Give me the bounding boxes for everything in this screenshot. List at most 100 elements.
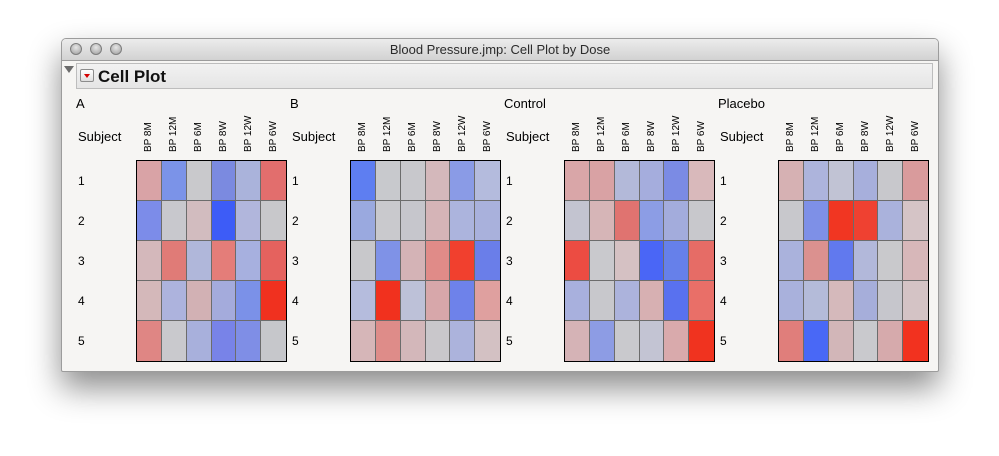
heat-cell[interactable] [565,201,590,241]
heat-cell[interactable] [236,281,262,321]
cell-grid[interactable] [564,160,715,362]
heat-cell[interactable] [689,241,714,281]
zoom-button[interactable] [110,43,122,55]
cell-grid[interactable] [136,160,287,362]
heat-cell[interactable] [236,241,262,281]
heat-cell[interactable] [186,201,212,241]
heat-cell[interactable] [853,241,879,281]
heat-cell[interactable] [689,321,714,361]
heat-cell[interactable] [639,241,665,281]
heat-cell[interactable] [689,201,714,241]
heat-cell[interactable] [475,321,500,361]
heat-cell[interactable] [400,281,426,321]
heat-cell[interactable] [351,201,376,241]
heat-cell[interactable] [186,281,212,321]
heat-cell[interactable] [779,201,804,241]
heat-cell[interactable] [779,321,804,361]
heat-cell[interactable] [425,201,451,241]
heat-cell[interactable] [375,241,401,281]
heat-cell[interactable] [450,321,476,361]
heat-cell[interactable] [589,161,615,201]
disclosure-triangle-icon[interactable] [64,66,74,73]
title-bar[interactable]: Blood Pressure.jmp: Cell Plot by Dose [62,39,938,61]
heat-cell[interactable] [565,241,590,281]
close-button[interactable] [70,43,82,55]
heat-cell[interactable] [161,241,187,281]
heat-cell[interactable] [903,281,928,321]
heat-cell[interactable] [639,161,665,201]
heat-cell[interactable] [211,201,237,241]
heat-cell[interactable] [878,241,904,281]
heat-cell[interactable] [565,161,590,201]
red-triangle-menu-icon[interactable] [80,69,94,82]
heat-cell[interactable] [828,241,854,281]
heat-cell[interactable] [211,281,237,321]
heat-cell[interactable] [639,321,665,361]
heat-cell[interactable] [803,161,829,201]
heat-cell[interactable] [261,201,286,241]
heat-cell[interactable] [450,201,476,241]
heat-cell[interactable] [261,241,286,281]
heat-cell[interactable] [853,161,879,201]
heat-cell[interactable] [161,321,187,361]
heat-cell[interactable] [400,241,426,281]
heat-cell[interactable] [903,241,928,281]
heat-cell[interactable] [639,281,665,321]
heat-cell[interactable] [161,281,187,321]
heat-cell[interactable] [589,281,615,321]
heat-cell[interactable] [137,241,162,281]
heat-cell[interactable] [375,281,401,321]
heat-cell[interactable] [903,321,928,361]
heat-cell[interactable] [475,281,500,321]
heat-cell[interactable] [400,201,426,241]
heat-cell[interactable] [425,321,451,361]
heat-cell[interactable] [236,321,262,361]
heat-cell[interactable] [614,201,640,241]
heat-cell[interactable] [565,281,590,321]
heat-cell[interactable] [211,161,237,201]
heat-cell[interactable] [351,161,376,201]
heat-cell[interactable] [803,241,829,281]
heat-cell[interactable] [828,201,854,241]
heat-cell[interactable] [137,161,162,201]
heat-cell[interactable] [779,241,804,281]
heat-cell[interactable] [878,161,904,201]
heat-cell[interactable] [903,161,928,201]
heat-cell[interactable] [779,281,804,321]
minimize-button[interactable] [90,43,102,55]
heat-cell[interactable] [211,241,237,281]
heat-cell[interactable] [664,281,690,321]
heat-cell[interactable] [828,161,854,201]
heat-cell[interactable] [853,321,879,361]
heat-cell[interactable] [475,201,500,241]
heat-cell[interactable] [137,201,162,241]
heat-cell[interactable] [186,321,212,361]
heat-cell[interactable] [450,281,476,321]
heat-cell[interactable] [261,161,286,201]
heat-cell[interactable] [664,201,690,241]
heat-cell[interactable] [664,321,690,361]
heat-cell[interactable] [236,201,262,241]
heat-cell[interactable] [450,241,476,281]
heat-cell[interactable] [878,281,904,321]
heat-cell[interactable] [261,281,286,321]
heat-cell[interactable] [614,281,640,321]
heat-cell[interactable] [450,161,476,201]
heat-cell[interactable] [828,321,854,361]
heat-cell[interactable] [211,321,237,361]
heat-cell[interactable] [375,201,401,241]
heat-cell[interactable] [425,241,451,281]
heat-cell[interactable] [351,321,376,361]
heat-cell[interactable] [161,161,187,201]
heat-cell[interactable] [614,321,640,361]
heat-cell[interactable] [475,241,500,281]
heat-cell[interactable] [689,161,714,201]
heat-cell[interactable] [400,321,426,361]
heat-cell[interactable] [236,161,262,201]
heat-cell[interactable] [161,201,187,241]
heat-cell[interactable] [614,161,640,201]
heat-cell[interactable] [853,281,879,321]
heat-cell[interactable] [425,161,451,201]
heat-cell[interactable] [565,321,590,361]
heat-cell[interactable] [639,201,665,241]
